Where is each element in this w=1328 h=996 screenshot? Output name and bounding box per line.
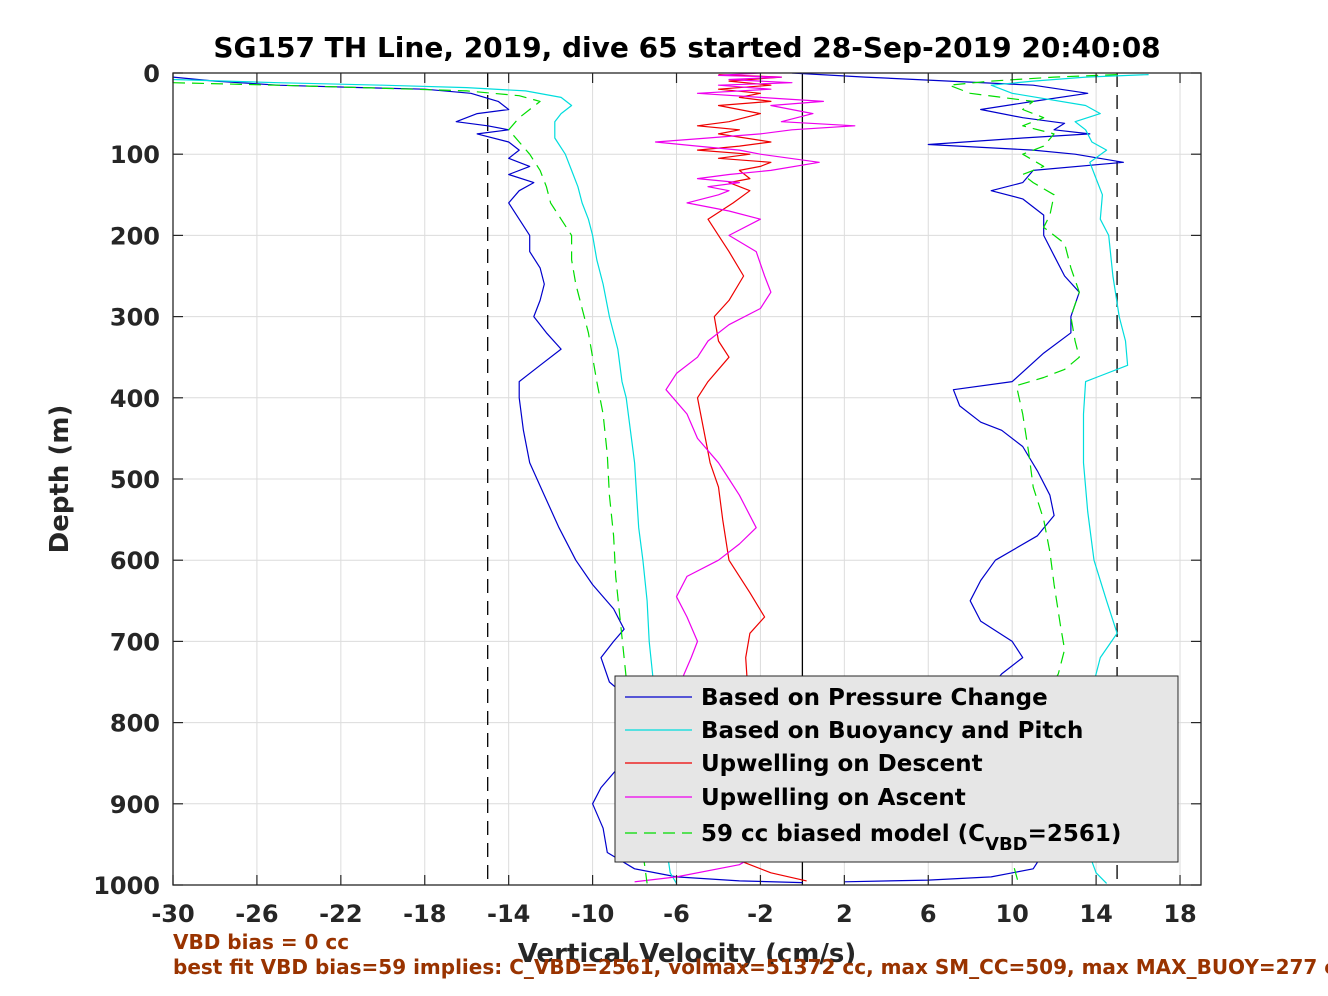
y-tick-label: 1000 bbox=[93, 872, 160, 900]
series-line-5 bbox=[948, 74, 1118, 884]
x-tick-label: 18 bbox=[1163, 900, 1196, 928]
y-tick-label: 0 bbox=[143, 60, 160, 88]
x-axis-label: Vertical Velocity (cm/s) bbox=[518, 939, 857, 969]
series-line-4 bbox=[634, 73, 856, 883]
x-tick-label: -14 bbox=[487, 900, 530, 928]
x-tick-label: -2 bbox=[747, 900, 774, 928]
axis-ticks: -30 -26 -22 -18 -14 -10 -6 -2 2 6 10 14 180100200300… bbox=[93, 60, 1201, 928]
legend-label-1: Based on Pressure Change bbox=[701, 685, 1048, 711]
legend-label-3: Upwelling on Descent bbox=[701, 751, 983, 777]
legend-box bbox=[614, 675, 1179, 863]
y-tick-label: 900 bbox=[110, 791, 160, 819]
y-tick-label: 200 bbox=[110, 222, 160, 250]
y-tick-label: 300 bbox=[110, 304, 160, 332]
y-tick-label: 800 bbox=[110, 710, 160, 738]
x-tick-label: 6 bbox=[920, 900, 937, 928]
y-tick-label: 100 bbox=[110, 141, 160, 169]
y-tick-label: 700 bbox=[110, 628, 160, 656]
x-tick-label: -26 bbox=[235, 900, 278, 928]
x-tick-label: 14 bbox=[1079, 900, 1112, 928]
x-tick-label: -10 bbox=[571, 900, 614, 928]
y-axis-label: Depth (m) bbox=[45, 405, 75, 554]
footnote-vbd-bias: VBD bias = 0 cc bbox=[173, 930, 350, 954]
x-tick-label: 10 bbox=[995, 900, 1028, 928]
legend: Based on Pressure Change Based on Buoyanc… bbox=[614, 675, 1179, 863]
y-tick-label: 500 bbox=[110, 466, 160, 494]
x-tick-label: -6 bbox=[663, 900, 690, 928]
chart-title: SG157 TH Line, 2019, dive 65 started 28-… bbox=[213, 31, 1160, 64]
series-line-5 bbox=[173, 82, 648, 884]
x-tick-label: -22 bbox=[319, 900, 362, 928]
x-tick-label: -18 bbox=[403, 900, 446, 928]
x-tick-label: -30 bbox=[151, 900, 194, 928]
legend-label-4: Upwelling on Ascent bbox=[701, 785, 966, 811]
y-tick-label: 600 bbox=[110, 547, 160, 575]
y-tick-label: 400 bbox=[110, 385, 160, 413]
footnote-best-fit: best fit VBD bias=59 implies: C_VBD=2561… bbox=[173, 955, 1328, 979]
series-line-3 bbox=[696, 74, 807, 882]
x-tick-label: 2 bbox=[836, 900, 853, 928]
legend-label-2: Based on Buoyancy and Pitch bbox=[701, 718, 1083, 744]
